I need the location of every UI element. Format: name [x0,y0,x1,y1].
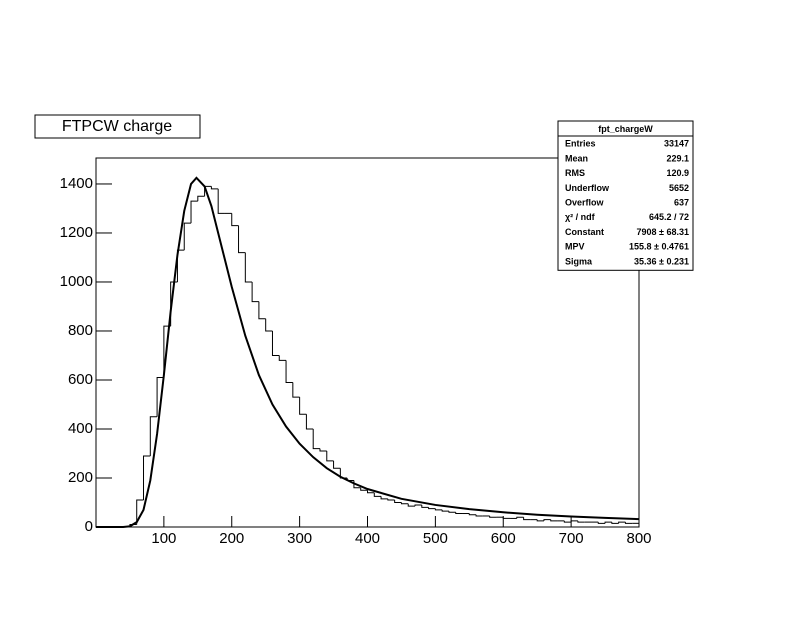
histogram-bin [448,511,456,513]
histogram-bin [278,355,287,361]
histogram-bin [441,509,449,512]
histogram-bin [231,213,239,227]
title-box [34,114,201,139]
stats-label: Constant [565,227,604,237]
histogram-bin [543,519,551,521]
histogram-bin [624,522,633,524]
stats-value: 155.8 ± 0.4761 [629,242,689,252]
histogram-bin [475,514,483,517]
histogram-bin [333,460,341,469]
stats-label: RMS [565,168,585,178]
histogram-bin [251,281,259,303]
histogram-bin [197,195,205,202]
stats-value: 33147 [664,139,689,149]
y-tick-label: 1400 [60,175,93,192]
chart-title: FTPCW charge [62,118,172,135]
histogram-bin [373,492,382,497]
x-tick-label: 200 [219,530,244,547]
histogram-bin [414,504,422,507]
stats-value: 229.1 [666,153,689,163]
histogram-bin [319,448,327,452]
stats-value: 35.36 ± 0.231 [634,256,689,266]
histogram-bin [434,508,443,511]
x-tick-label: 700 [559,530,584,547]
histogram-bin [299,397,307,415]
stats-label: χ² / ndf [565,212,596,222]
stats-value: 5652 [669,183,689,193]
histogram-bin [360,487,368,491]
histogram-bin [217,188,225,214]
y-tick-label: 1200 [60,224,93,241]
histogram-bin [536,519,544,522]
histogram-bin [550,519,558,522]
stats-value: 637 [674,198,689,208]
histogram-bin [190,200,198,224]
histogram-bin [149,416,158,456]
histogram-bin [312,428,320,450]
histogram-bin [292,382,300,398]
x-tick-label: 800 [626,530,651,547]
stats-label: Overflow [565,198,605,208]
histogram-bin [305,414,314,430]
stats-label: Sigma [565,256,593,266]
fit-curve [96,176,640,528]
histogram-bin [570,520,578,523]
histogram-bin [428,507,436,510]
y-tick-label: 600 [68,371,93,388]
histogram-bin [400,502,409,505]
histogram-bin [489,515,497,518]
y-tick-label: 800 [68,322,93,339]
histogram-bin [455,512,463,515]
histogram-bin [265,318,273,332]
histogram-bin [502,517,511,519]
stats-box [557,120,694,271]
y-tick-label: 1000 [60,273,93,290]
x-tick-label: 300 [287,530,312,547]
stats-label: Mean [565,153,588,163]
stats-value: 7908 ± 68.31 [637,227,689,237]
stats-value: 120.9 [666,168,689,178]
histogram-bin [604,521,612,524]
stats-label: MPV [565,242,585,252]
histogram-bin [611,522,619,524]
histogram-bin [394,500,402,503]
histogram-bin [563,520,572,523]
histogram-bin [143,455,151,501]
histogram-bin [367,490,375,494]
histogram-bin [407,503,416,507]
histogram-bin [285,360,293,383]
histogram-bin [380,496,388,500]
histogram-bin [523,517,531,521]
histogram-bin [136,499,144,525]
histogram-bin [156,377,164,417]
histogram-bin [577,520,585,523]
y-tick-label: 400 [68,420,93,437]
histogram-bin [238,225,246,254]
histogram-bin [597,522,606,524]
x-tick-label: 100 [151,530,176,547]
stats-label: Entries [565,139,596,149]
histogram-bin [421,504,429,508]
stats-value: 645.2 / 72 [649,212,689,222]
histogram-bin [516,516,524,519]
y-tick-label: 0 [85,518,93,535]
histogram-bin [618,521,626,524]
histogram-bin [387,498,395,501]
y-tick-label: 200 [68,469,93,486]
histogram-bin [183,222,192,251]
histogram-bin [244,252,253,283]
x-tick-label: 400 [355,530,380,547]
histogram-bin [326,451,334,462]
histogram-bin [271,330,280,356]
histogram-bin [210,186,219,190]
stats-label: Underflow [565,183,610,193]
histogram-bin [258,301,266,320]
stats-title: fpt_chargeW [598,124,653,134]
x-tick-label: 600 [491,530,516,547]
histogram-bin [468,513,477,516]
x-tick-label: 500 [423,530,448,547]
